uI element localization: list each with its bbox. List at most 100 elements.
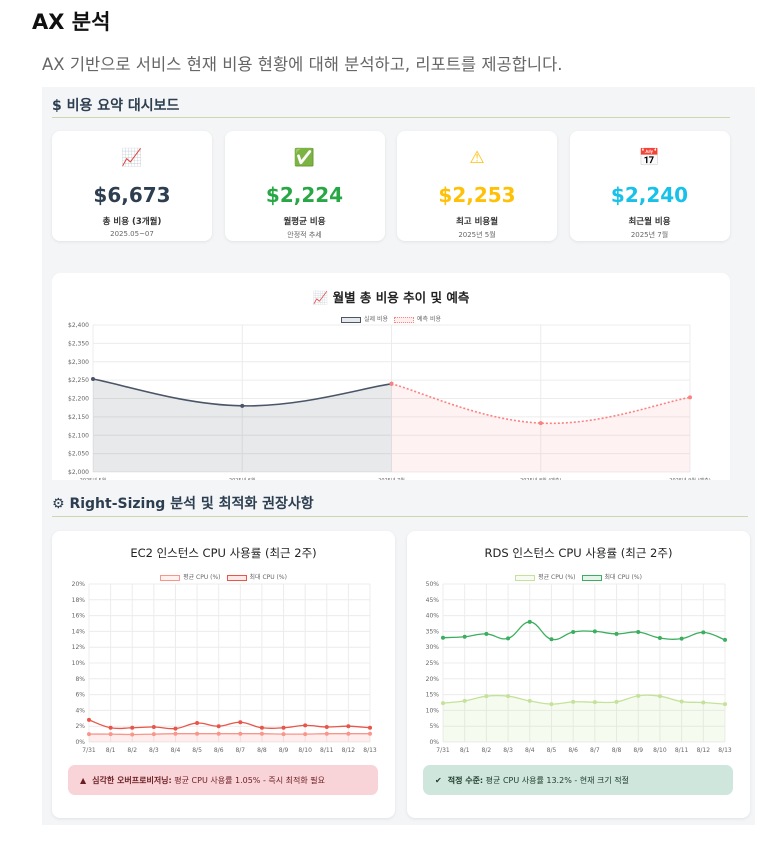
data-point bbox=[173, 726, 178, 731]
calendar-check-icon: ✅ bbox=[293, 148, 316, 168]
data-point bbox=[549, 702, 554, 707]
y-tick-label: 6% bbox=[75, 692, 85, 699]
x-tick-label: 8/4 bbox=[171, 747, 181, 754]
x-tick-label: 8/11 bbox=[320, 747, 334, 754]
data-point bbox=[538, 421, 543, 426]
calendar-icon: 📅 bbox=[638, 148, 661, 168]
legend-item[interactable]: 최대 CPU (%) bbox=[581, 572, 642, 581]
y-tick-label: 8% bbox=[75, 676, 85, 683]
data-point bbox=[506, 636, 511, 641]
cost-summary-heading: $ 비용 요약 대시보드 bbox=[52, 98, 180, 114]
series-area bbox=[443, 695, 725, 742]
data-point bbox=[549, 637, 554, 642]
kpi-subtext: 2025년 5월 bbox=[458, 231, 496, 239]
series-area bbox=[93, 379, 392, 472]
legend-item[interactable]: 실제 비용 bbox=[341, 314, 388, 323]
ec2-cpu-card: EC2 인스턴스 CPU 사용률 (최근 2주) 평균 CPU (%) 최대 CP… bbox=[52, 531, 395, 818]
y-tick-label: 20% bbox=[72, 581, 86, 588]
legend-item[interactable]: 평균 CPU (%) bbox=[515, 572, 576, 581]
data-point bbox=[441, 635, 445, 640]
data-point bbox=[346, 724, 351, 729]
data-point bbox=[506, 694, 511, 699]
x-tick-label: 8/2 bbox=[482, 747, 492, 754]
data-point bbox=[216, 724, 221, 729]
rightsizing-heading: ⚙ Right-Sizing 분석 및 최적화 권장사항 bbox=[52, 496, 314, 512]
rds-cpu-chart: 0% 5% 10% 15% 20% 25% 30% 35% 40% 45% 50% 7/31 8/1 8/… bbox=[426, 581, 732, 754]
y-tick-label: 2% bbox=[75, 723, 85, 730]
legend-item[interactable]: 예측 비용 bbox=[394, 314, 441, 323]
legend-item[interactable]: 평균 CPU (%) bbox=[160, 572, 221, 581]
data-point bbox=[195, 731, 200, 736]
ec2-chart-title: EC2 인스턴스 CPU 사용률 (최근 2주) bbox=[130, 546, 317, 560]
series-line bbox=[442, 694, 726, 705]
data-point bbox=[195, 721, 200, 726]
x-tick-label: 2025년 9월 (예측) bbox=[669, 477, 710, 480]
data-point bbox=[527, 698, 532, 703]
y-tick-label: 35% bbox=[426, 628, 440, 635]
x-tick-label: 2025년 5월 bbox=[80, 477, 107, 480]
y-tick-label: $2,000 bbox=[68, 469, 89, 476]
data-point bbox=[614, 699, 619, 704]
data-point bbox=[108, 725, 113, 730]
data-point bbox=[636, 693, 641, 698]
data-point bbox=[324, 731, 329, 736]
y-tick-label: 12% bbox=[72, 644, 86, 651]
data-point bbox=[571, 630, 576, 635]
x-tick-label: 8/6 bbox=[568, 747, 578, 754]
x-tick-label: 8/12 bbox=[342, 747, 356, 754]
y-tick-label: 20% bbox=[426, 676, 440, 683]
data-point bbox=[303, 732, 308, 737]
series-area bbox=[391, 383, 690, 472]
y-tick-label: $2,300 bbox=[68, 359, 89, 366]
data-point bbox=[240, 403, 245, 408]
data-point bbox=[238, 720, 243, 725]
data-point bbox=[151, 732, 156, 737]
monthly-chart-wrapper: 📈 월별 총 비용 추이 및 예측 실제 비용 예측 비용 $2,000 $2,05… bbox=[52, 273, 730, 480]
x-tick-label: 8/9 bbox=[633, 747, 643, 754]
kpi-label: 최고 비용월 bbox=[455, 217, 499, 227]
y-tick-label: 16% bbox=[72, 613, 86, 620]
data-point bbox=[87, 732, 91, 737]
report-panel: $ 비용 요약 대시보드 📈 $6,673 총 비용 (3개월) 2025.05… bbox=[42, 87, 755, 825]
data-point bbox=[636, 630, 641, 635]
series-line bbox=[391, 383, 691, 425]
x-tick-label: 8/13 bbox=[718, 747, 732, 754]
chart-line-icon: 📈 bbox=[121, 148, 143, 168]
x-tick-label: 7/31 bbox=[436, 747, 450, 754]
legend-item[interactable]: 최대 CPU (%) bbox=[226, 572, 287, 581]
series-line bbox=[88, 719, 371, 730]
y-tick-label: 14% bbox=[72, 628, 86, 635]
data-point bbox=[462, 698, 467, 703]
y-tick-label: 0% bbox=[75, 739, 85, 746]
data-point bbox=[216, 731, 221, 736]
y-tick-label: $2,050 bbox=[68, 451, 89, 458]
x-tick-label: 2025년 8월 (예측) bbox=[520, 477, 561, 480]
chart-line-icon: 📈 bbox=[312, 290, 329, 305]
data-point bbox=[441, 701, 445, 706]
kpi-subtext: 2025.05~07 bbox=[110, 230, 154, 238]
data-point bbox=[281, 732, 286, 737]
rds-cpu-card: RDS 인스턴스 CPU 사용률 (최근 2주) 평균 CPU (%) 최대 CP… bbox=[407, 531, 750, 818]
x-tick-label: 8/11 bbox=[675, 747, 689, 754]
x-tick-label: 8/9 bbox=[279, 747, 289, 754]
data-point bbox=[130, 732, 135, 737]
chart-legend: 실제 비용 예측 비용 bbox=[52, 314, 730, 323]
data-point bbox=[346, 731, 351, 736]
data-point bbox=[592, 700, 597, 705]
x-tick-label: 2025년 6월 bbox=[229, 477, 256, 480]
kpi-card: ✅ $2,224 월평균 비용 안정적 추세 bbox=[224, 131, 385, 241]
x-tick-label: 8/1 bbox=[106, 747, 116, 754]
y-tick-label: $2,150 bbox=[68, 414, 89, 421]
data-point bbox=[281, 725, 286, 730]
data-point bbox=[108, 732, 113, 737]
y-tick-label: 10% bbox=[426, 707, 440, 714]
data-point bbox=[701, 630, 706, 635]
data-point bbox=[592, 629, 597, 634]
data-point bbox=[91, 377, 95, 382]
data-point bbox=[173, 731, 178, 736]
x-tick-label: 8/3 bbox=[149, 747, 159, 754]
data-point bbox=[368, 725, 372, 730]
kpi-value: $2,224 bbox=[265, 183, 344, 207]
x-tick-label: 8/10 bbox=[298, 747, 312, 754]
x-tick-label: 8/8 bbox=[257, 747, 267, 754]
